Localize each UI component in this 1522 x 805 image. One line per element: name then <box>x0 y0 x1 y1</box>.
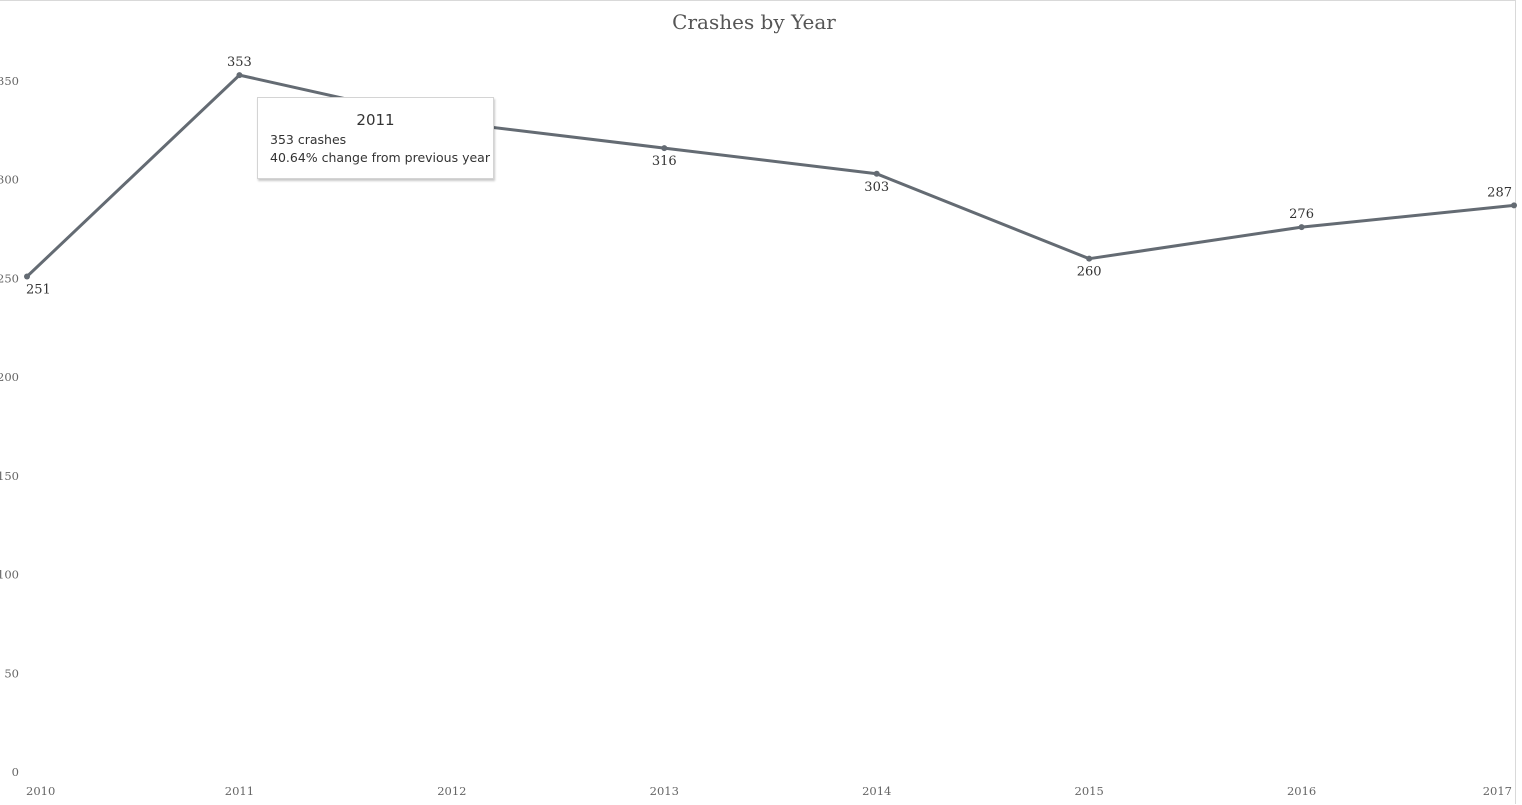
tooltip-percent-change: 40.64% change from previous year <box>270 150 490 165</box>
y-tick-label: 250 <box>0 271 19 285</box>
x-tick-label: 2012 <box>437 784 466 798</box>
data-point[interactable] <box>1086 255 1093 262</box>
data-label: 316 <box>652 154 677 169</box>
series-line <box>25 73 1515 278</box>
data-point[interactable] <box>236 72 243 79</box>
data-label: 287 <box>1487 185 1512 200</box>
data-point[interactable] <box>1511 202 1518 209</box>
tooltip-crash-count: 353 crashes <box>270 132 347 147</box>
y-tick-label: 150 <box>0 469 19 483</box>
hover-tooltip: 2011 353 crashes 40.64% change from prev… <box>257 97 494 179</box>
data-point[interactable] <box>661 145 668 152</box>
y-axis: 0 50 100 150 200 250 300 350 <box>0 74 19 779</box>
x-tick-label: 2013 <box>650 784 679 798</box>
y-tick-label: 350 <box>0 74 19 88</box>
x-tick-label: 2010 <box>26 784 55 798</box>
x-tick-label: 2014 <box>862 784 891 798</box>
y-tick-label: 200 <box>0 370 19 384</box>
data-label: 260 <box>1077 265 1102 280</box>
x-tick-label: 2016 <box>1287 784 1316 798</box>
y-tick-label: 100 <box>0 568 19 582</box>
series-layer: 251 353 316 303 260 276 287 <box>24 55 1518 297</box>
chart-title: Crashes by Year <box>672 10 836 34</box>
y-tick-label: 50 <box>4 666 19 680</box>
x-axis: 2010 2011 2012 2013 2014 2015 2016 2017 <box>26 784 1512 798</box>
data-point[interactable] <box>873 170 880 177</box>
x-tick-label: 2011 <box>225 784 254 798</box>
tooltip-title: 2011 <box>356 111 395 129</box>
y-tick-label: 300 <box>0 173 19 187</box>
data-label: 303 <box>864 180 889 195</box>
data-point[interactable] <box>24 273 30 280</box>
x-tick-label: 2015 <box>1075 784 1104 798</box>
y-tick-label: 0 <box>12 765 19 779</box>
data-label: 251 <box>26 282 51 297</box>
x-tick-label: 2017 <box>1483 784 1512 798</box>
data-label: 353 <box>227 55 252 70</box>
data-label: 276 <box>1289 207 1314 222</box>
data-point[interactable] <box>1298 224 1305 231</box>
